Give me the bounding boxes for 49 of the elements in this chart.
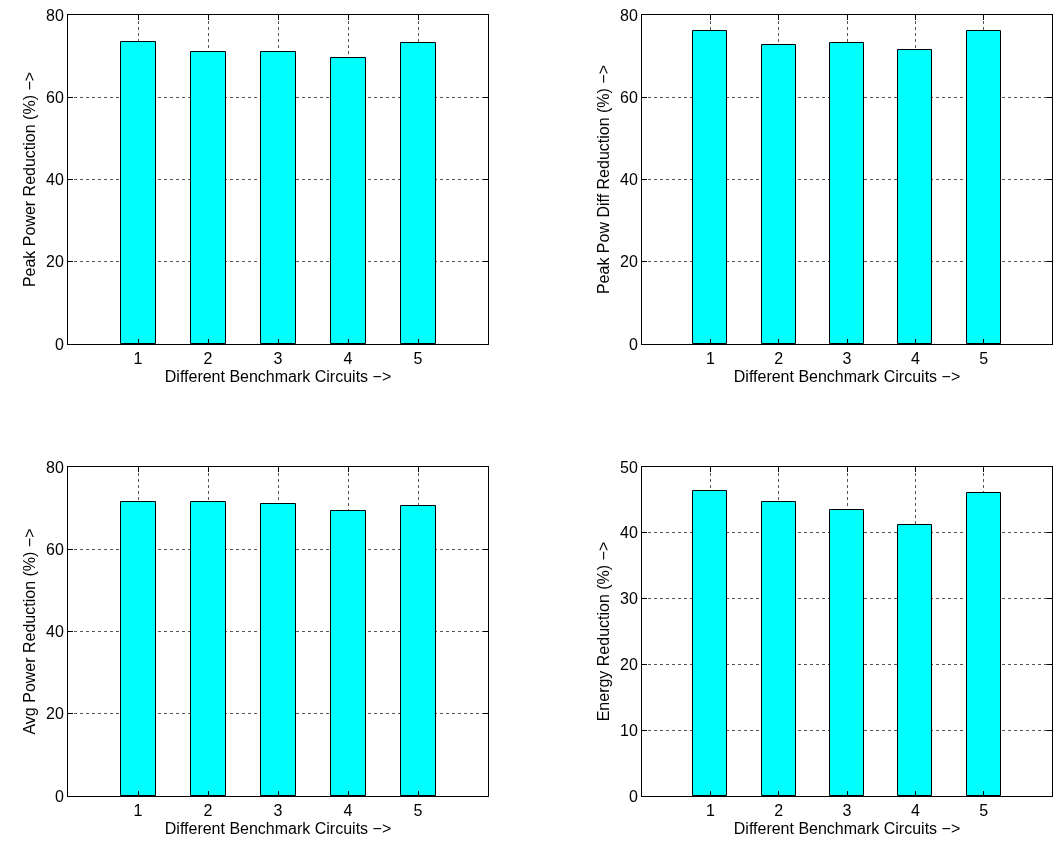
x-tick-label: 2: [203, 350, 213, 368]
y-tick-label: 20: [46, 705, 64, 723]
x-tick-label: 4: [910, 350, 920, 368]
y-tick-label: 80: [620, 6, 638, 24]
x-tick-label: 3: [842, 802, 852, 820]
x-axis-title: Different Benchmark Circuits −>: [733, 819, 961, 837]
y-tick-label: 30: [620, 590, 638, 608]
y-tick-label: 40: [46, 623, 64, 641]
x-tick-label: 1: [133, 350, 143, 368]
y-axis-title: Energy Reduction (%) −>: [594, 541, 612, 722]
x-tick-label: 4: [343, 350, 353, 368]
x-axis-title: Different Benchmark Circuits −>: [733, 367, 961, 385]
x-tick-label: 3: [842, 350, 852, 368]
x-tick-label: 4: [343, 802, 353, 820]
x-axis-title: Different Benchmark Circuits −>: [164, 367, 392, 385]
x-tick-label: 4: [910, 802, 920, 820]
x-tick-label: 3: [273, 802, 283, 820]
x-tick-label: 2: [774, 802, 784, 820]
x-axis-title: Different Benchmark Circuits −>: [164, 819, 392, 837]
y-tick-label: 40: [46, 171, 64, 189]
y-tick-label: 60: [46, 540, 64, 558]
y-tick-label: 80: [46, 6, 64, 24]
y-tick-label: 40: [620, 171, 638, 189]
y-axis-title: Avg Power Reduction (%) −>: [20, 528, 38, 735]
x-tick-label: 2: [203, 802, 213, 820]
x-tick-label: 1: [705, 350, 715, 368]
y-axis-title: Peak Power Reduction (%) −>: [20, 71, 38, 288]
x-tick-label: 5: [413, 350, 423, 368]
y-tick-label: 0: [628, 335, 638, 353]
y-tick-label: 20: [620, 656, 638, 673]
y-tick-label: 60: [46, 88, 64, 106]
y-tick-label: 0: [54, 787, 64, 805]
y-tick-label: 20: [620, 253, 638, 271]
y-tick-label: 50: [620, 458, 638, 476]
x-tick-label: 1: [705, 802, 715, 820]
y-tick-label: 10: [620, 721, 638, 739]
y-axis-title: Peak Pow Diff Reduction (%) −>: [594, 64, 612, 295]
x-tick-label: 5: [979, 802, 989, 820]
y-tick-label: 40: [620, 524, 638, 542]
y-tick-label: 60: [620, 88, 638, 106]
y-tick-label: 0: [628, 787, 638, 805]
x-tick-label: 3: [273, 350, 283, 368]
x-tick-label: 2: [774, 350, 784, 368]
y-tick-label: 20: [46, 253, 64, 271]
y-tick-label: 0: [54, 335, 64, 353]
y-tick-label: 80: [46, 458, 64, 476]
x-tick-label: 5: [979, 350, 989, 368]
x-tick-label: 1: [133, 802, 143, 820]
x-tick-label: 5: [413, 802, 423, 820]
